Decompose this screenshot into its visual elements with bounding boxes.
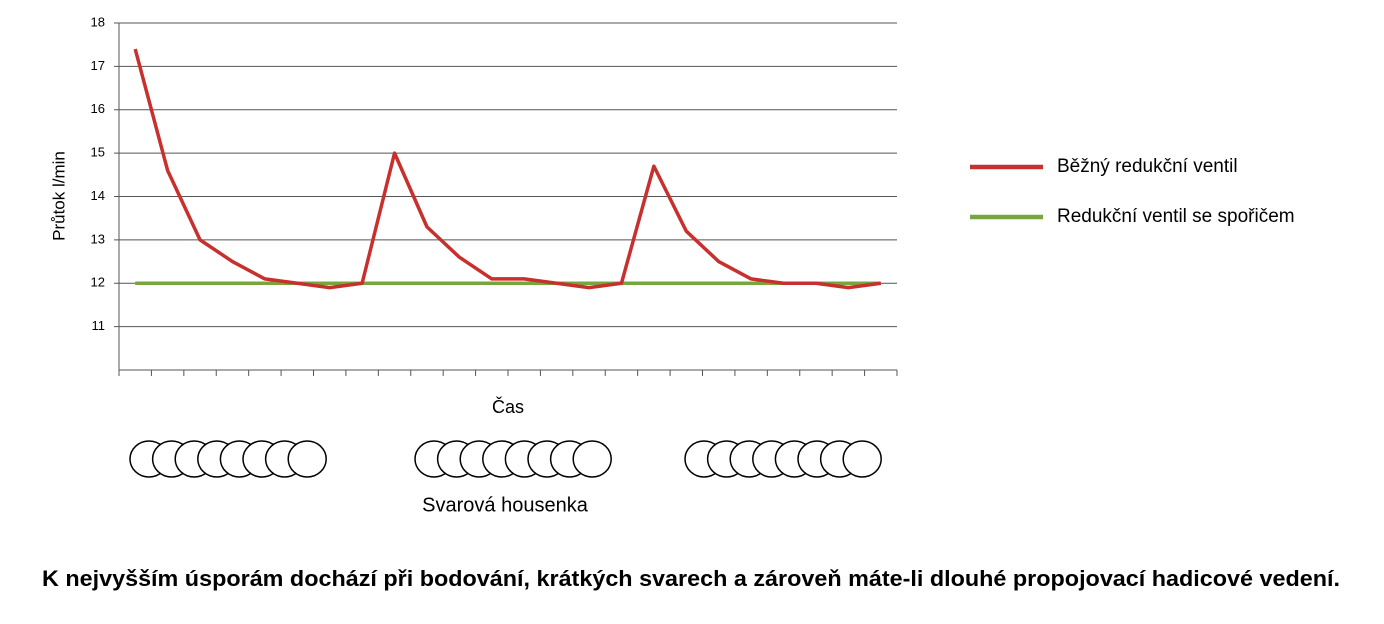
weld-bead: [572, 440, 612, 478]
y-tick-label: 12: [91, 275, 105, 290]
y-tick-label: 18: [91, 14, 105, 29]
y-axis-label: Průtok l/min: [49, 151, 68, 241]
x-axis-label: Čas: [492, 396, 524, 417]
legend-label: Běžný redukční ventil: [1057, 156, 1238, 177]
annotation: Svarová housenka: [422, 494, 589, 516]
y-tick-label: 14: [91, 188, 105, 203]
y-tick-label: 16: [91, 101, 105, 116]
y-tick-label: 17: [91, 58, 105, 73]
y-tick-label: 15: [91, 145, 105, 160]
y-tick-label: 13: [91, 231, 105, 246]
series-line: [133, 48, 882, 290]
weld-bead: [842, 440, 882, 478]
caption: K nejvyšším úsporám dochází při bodování…: [42, 566, 1340, 591]
y-tick-label: 11: [92, 318, 106, 333]
legend-label: Redukční ventil se spořičem: [1057, 206, 1295, 227]
weld-bead: [287, 440, 327, 478]
